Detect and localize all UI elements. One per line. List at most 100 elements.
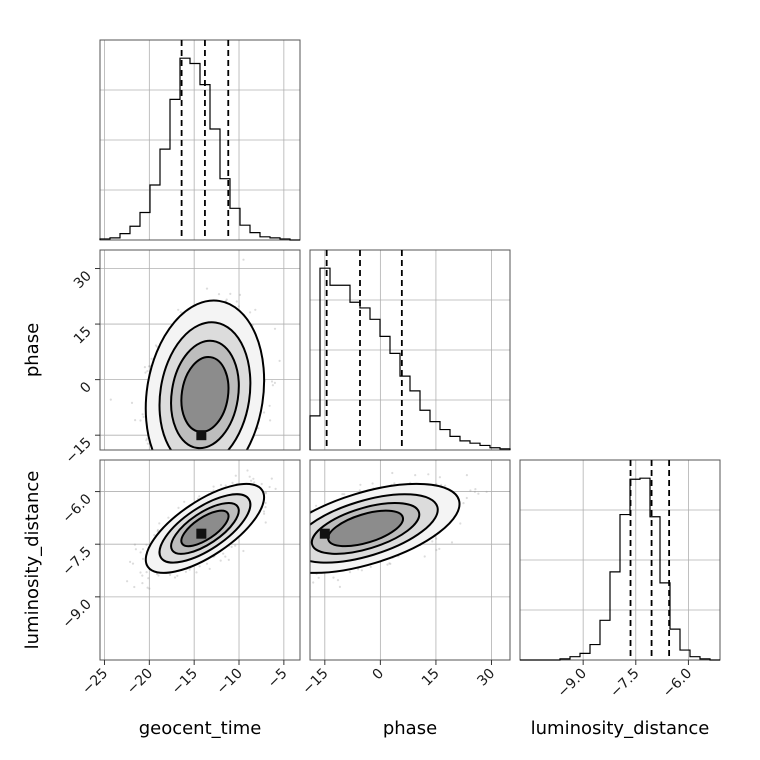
joint-phase-luminosity-distance-point [288,530,290,532]
joint-phase-luminosity-distance-point [271,528,273,530]
joint-geocent-time-phase-point [238,293,242,296]
joint-geocent-time-phase-point [205,470,207,472]
joint-phase-luminosity-distance-point [303,550,305,552]
joint-geocent-time-phase-point [172,465,174,467]
joint-geocent-time-phase-point [177,308,180,311]
joint-phase-luminosity-distance-point [278,557,280,559]
joint-geocent-time-phase-point [147,365,151,368]
joint-geocent-time-phase-point [174,452,176,454]
joint-geocent-time-luminosity-distance-point [248,475,251,478]
joint-geocent-time-phase-point [222,453,224,455]
joint-phase-luminosity-distance-point [438,476,441,479]
joint-phase-luminosity-distance-point [295,563,297,565]
joint-geocent-time-luminosity-distance-point [184,570,187,573]
joint-geocent-time-phase-point [135,477,137,479]
joint-phase-luminosity-distance-point [304,549,306,551]
joint-geocent-time-phase-point [187,470,189,472]
joint-geocent-time-luminosity-distance-point [173,576,177,579]
joint-geocent-time-luminosity-distance-point [219,559,222,562]
joint-geocent-time-luminosity-distance-point [167,516,170,519]
joint-geocent-time-phase-point [189,468,191,470]
joint-geocent-time-luminosity-distance-point [263,512,266,515]
joint-geocent-time-luminosity-distance-point [224,555,227,558]
joint-geocent-time-phase-point [242,258,245,261]
panel-joint-geocent-time-phase [99,249,301,489]
joint-phase-luminosity-distance-point [348,571,352,574]
joint-geocent-time-phase-point [171,455,173,457]
joint-phase-luminosity-distance-point [360,569,363,572]
joint-geocent-time-phase-point [191,467,193,469]
joint-geocent-time-luminosity-distance-point [234,544,237,547]
joint-geocent-time-phase-point [185,465,187,467]
joint-geocent-time-luminosity-distance-point [205,562,209,565]
joint-geocent-time-luminosity-distance-point [212,485,215,488]
joint-geocent-time-phase-point [180,462,182,464]
joint-geocent-time-phase-point [160,450,162,452]
joint-phase-luminosity-distance-point [279,557,281,559]
joint-phase-luminosity-distance-point [292,535,294,537]
joint-geocent-time-phase-point [198,457,200,459]
joint-geocent-time-phase-point [212,450,214,452]
joint-geocent-time-phase-point [180,457,182,459]
joint-geocent-time-phase-contour-0 [144,299,266,450]
joint-phase-luminosity-distance-point [304,546,306,548]
joint-geocent-time-luminosity-distance-point [268,485,271,489]
joint-geocent-time-luminosity-distance-content [126,469,277,590]
joint-geocent-time-phase-point [179,453,181,455]
joint-phase-luminosity-distance-point [280,555,282,557]
joint-phase-luminosity-distance-point [307,564,309,566]
joint-phase-luminosity-distance-point [306,515,308,517]
joint-geocent-time-luminosity-distance-point [264,521,267,524]
joint-geocent-time-phase-point [220,476,222,478]
joint-geocent-time-phase-point [199,453,201,455]
joint-geocent-time-phase-point [204,451,206,453]
joint-geocent-time-phase-point [207,455,209,457]
joint-geocent-time-phase-point [205,465,207,467]
joint-phase-luminosity-distance-point [255,566,257,568]
joint-phase-luminosity-distance-point [312,581,315,584]
joint-geocent-time-phase-point [134,419,137,422]
joint-geocent-time-luminosity-distance-point [153,534,156,537]
joint-geocent-time-phase-point [278,359,281,362]
joint-phase-luminosity-distance-point [292,564,294,566]
joint-geocent-time-phase-point [246,460,248,462]
joint-phase-luminosity-distance-point [303,552,305,554]
joint-geocent-time-phase-point [190,475,192,477]
joint-geocent-time-luminosity-distance-point [188,568,191,571]
joint-geocent-time-luminosity-distance-point [146,586,149,589]
joint-geocent-time-luminosity-distance-contour-0 [144,482,266,574]
joint-geocent-time-phase-point [221,453,223,455]
joint-geocent-time-phase-point [181,457,183,459]
joint-geocent-time-phase-point [226,456,228,458]
joint-geocent-time-phase-point [178,472,180,474]
joint-geocent-time-phase-point [213,469,215,471]
joint-phase-luminosity-distance-point [307,522,309,524]
hist-geocent-time-frame [99,39,301,241]
joint-geocent-time-luminosity-distance-point [227,558,230,562]
joint-phase-luminosity-distance-point [343,493,346,496]
joint-geocent-time-phase-point [225,298,228,301]
joint-phase-luminosity-distance-point [304,561,306,563]
joint-phase-luminosity-distance-point [287,534,289,536]
joint-geocent-time-phase-point [223,452,225,454]
joint-phase-luminosity-distance-point [249,557,251,559]
joint-geocent-time-luminosity-distance-point [195,571,198,574]
joint-geocent-time-phase-point [167,487,169,489]
joint-phase-luminosity-distance-point [294,532,296,534]
joint-geocent-time-luminosity-distance-point [252,477,255,480]
joint-phase-luminosity-distance-point [288,573,290,575]
joint-geocent-time-phase-point [237,454,239,456]
joint-geocent-time-phase-point [271,384,274,387]
joint-geocent-time-phase-point [163,480,165,482]
joint-geocent-time-phase-point [173,462,175,464]
joint-geocent-time-phase-point [179,464,181,466]
joint-phase-luminosity-distance-point [292,572,294,574]
joint-geocent-time-phase-point [155,476,157,478]
joint-geocent-time-luminosity-distance-point [260,482,263,486]
joint-phase-luminosity-distance-point [268,562,270,564]
joint-geocent-time-phase-contour-1 [158,321,252,450]
joint-phase-luminosity-distance-point [485,490,488,493]
joint-phase-luminosity-distance-point [303,566,305,568]
joint-geocent-time-phase-point [205,456,207,458]
